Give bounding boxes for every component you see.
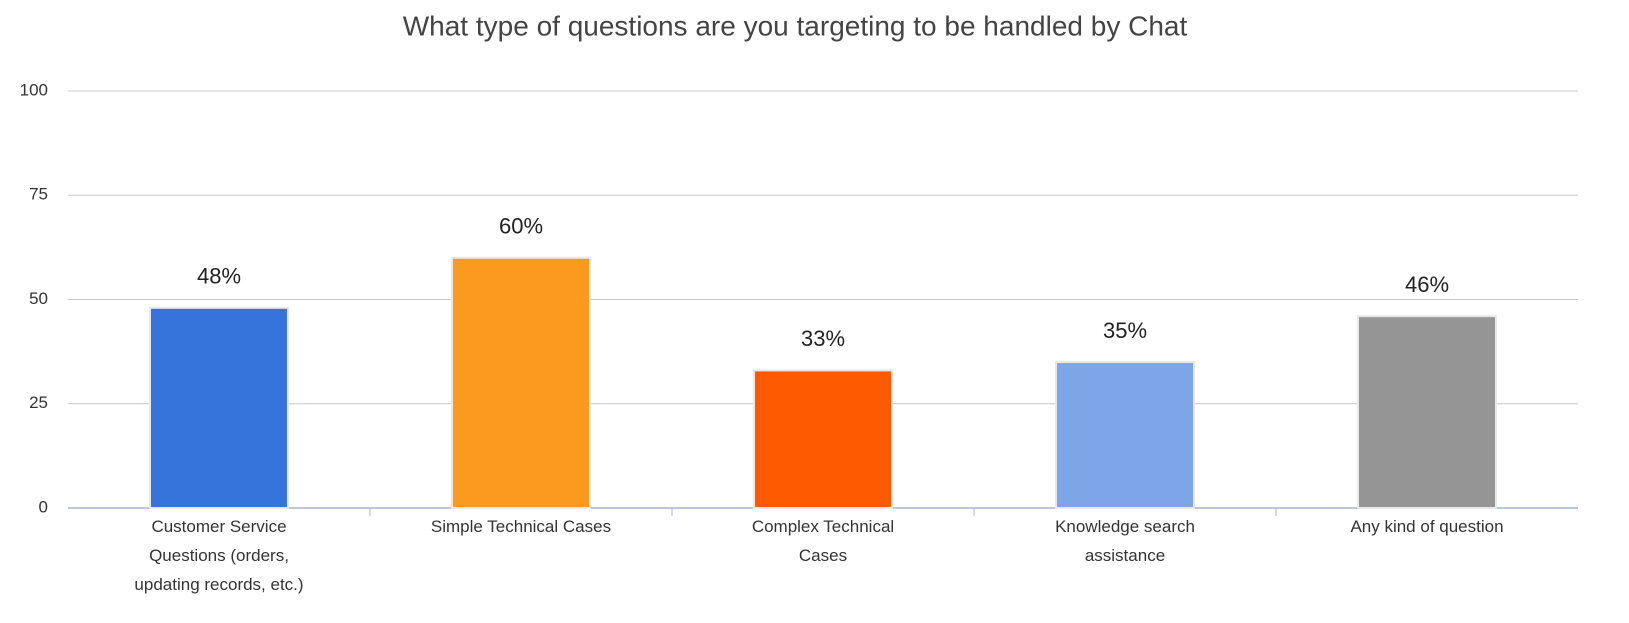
value-label: 48% [197, 264, 241, 289]
x-tick-label: Knowledge search assistance [1055, 517, 1195, 565]
y-tick-label: 100 [20, 80, 48, 99]
bar [753, 369, 893, 510]
y-tick-label: 75 [29, 185, 48, 204]
value-label: 33% [801, 326, 845, 351]
y-tick-label: 50 [29, 289, 48, 308]
bar [1055, 361, 1195, 509]
value-label: 46% [1405, 272, 1449, 297]
x-tick-label: Any kind of question [1350, 517, 1503, 536]
value-label: 60% [499, 214, 543, 239]
y-tick-label: 25 [29, 393, 48, 412]
y-tick-label: 0 [39, 497, 48, 516]
value-label: 35% [1103, 318, 1147, 343]
chart-title: What type of questions are you targeting… [403, 10, 1188, 41]
x-tick-label: Customer Service Questions (orders, updati… [134, 517, 303, 594]
x-tick-label: Complex Technical Cases [752, 517, 894, 565]
bar [1357, 315, 1497, 509]
bar [451, 256, 591, 509]
bar [149, 306, 289, 509]
x-tick-label: Simple Technical Cases [431, 517, 611, 536]
